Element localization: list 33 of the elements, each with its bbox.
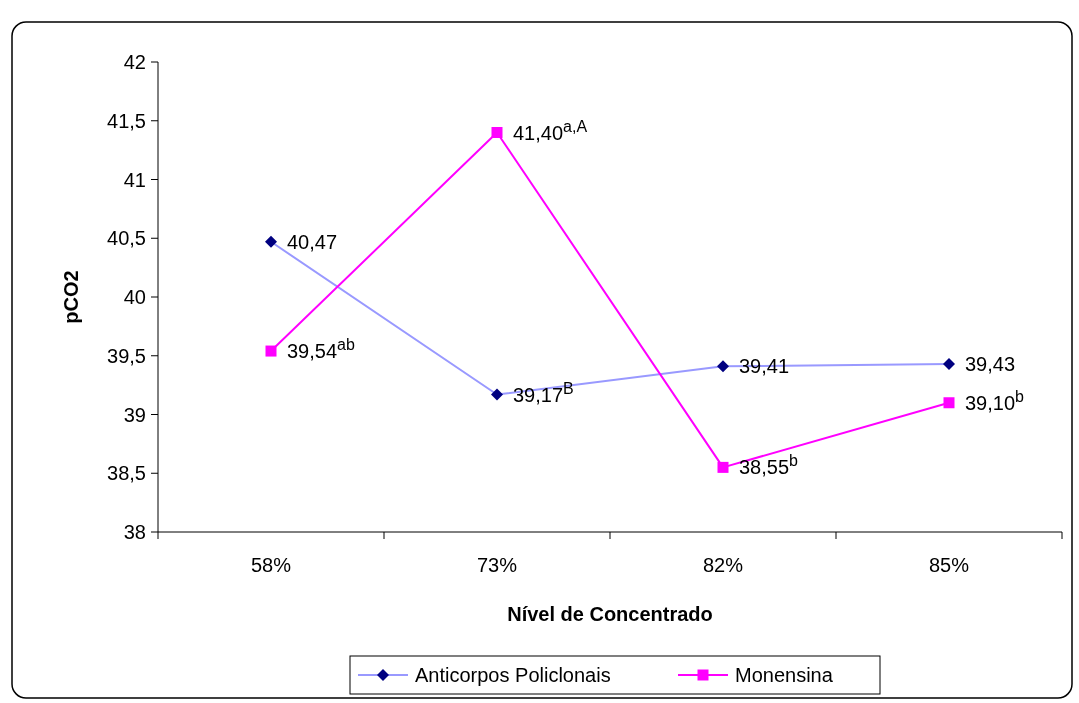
y-tick-label: 39,5 bbox=[107, 344, 146, 367]
point bbox=[717, 461, 729, 473]
y-tick-label: 41 bbox=[123, 168, 146, 191]
legend-label: Anticorpos Policlonais bbox=[415, 664, 611, 686]
y-tick-label: 40,5 bbox=[107, 227, 146, 250]
y-tick-label: 38,5 bbox=[107, 462, 146, 485]
data-label: 39,10$^{b}$ bbox=[965, 387, 1025, 414]
point bbox=[265, 345, 277, 357]
data-label: 39,43 bbox=[965, 352, 1016, 375]
data-label: 38,55$^{b}$ bbox=[739, 451, 799, 479]
legend-label: Monensina bbox=[735, 664, 834, 686]
data-label: 39,54$^{ab}$ bbox=[287, 335, 355, 363]
point bbox=[491, 127, 503, 138]
data-label: 41,40$^{a,A}$ bbox=[513, 117, 588, 144]
point bbox=[943, 357, 955, 370]
x-tick-label: 85% bbox=[928, 554, 970, 576]
point bbox=[717, 360, 729, 373]
data-label: 40,47 bbox=[287, 230, 338, 253]
point bbox=[943, 397, 955, 409]
point bbox=[491, 388, 503, 401]
y-tick-label: 41,5 bbox=[107, 109, 146, 132]
x-axis-title: Nível de Concentrado bbox=[507, 603, 713, 625]
data-label: 39,17$^{B}$ bbox=[513, 379, 574, 406]
data-label: 39,41 bbox=[739, 355, 790, 378]
y-tick-label: 40 bbox=[123, 286, 146, 308]
y-axis-title: pCO2 bbox=[60, 270, 82, 324]
y-tick-label: 38 bbox=[123, 521, 146, 543]
y-tick-label: 42 bbox=[123, 51, 146, 73]
point bbox=[265, 235, 277, 248]
y-tick-label: 39 bbox=[123, 403, 146, 426]
x-tick-label: 73% bbox=[476, 554, 518, 576]
x-tick-label: 82% bbox=[702, 554, 744, 576]
x-tick-label: 58% bbox=[250, 554, 292, 576]
